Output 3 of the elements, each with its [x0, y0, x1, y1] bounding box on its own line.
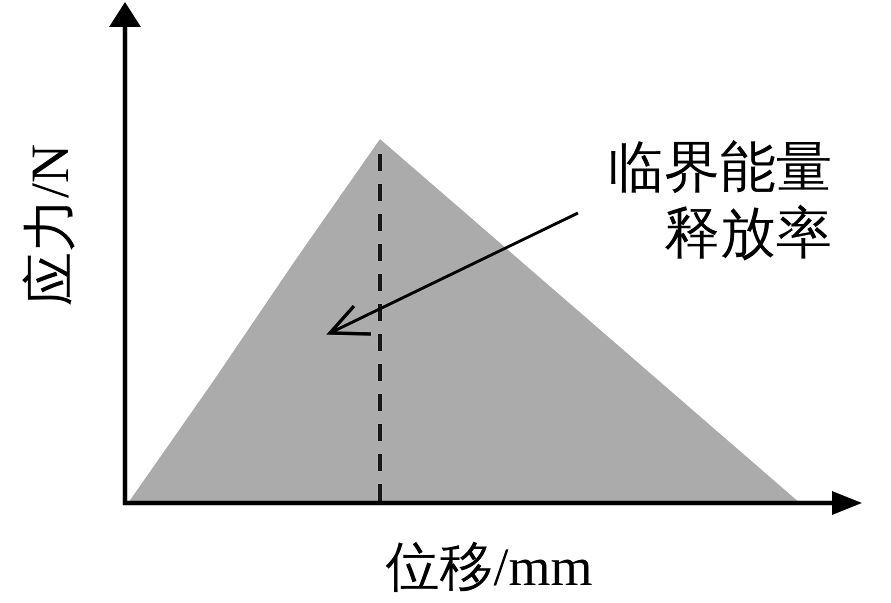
- y-axis-title: 应力/N: [20, 144, 80, 306]
- x-axis-title: 位移/mm: [386, 537, 592, 597]
- annotation: 临界能量释放率: [608, 137, 832, 265]
